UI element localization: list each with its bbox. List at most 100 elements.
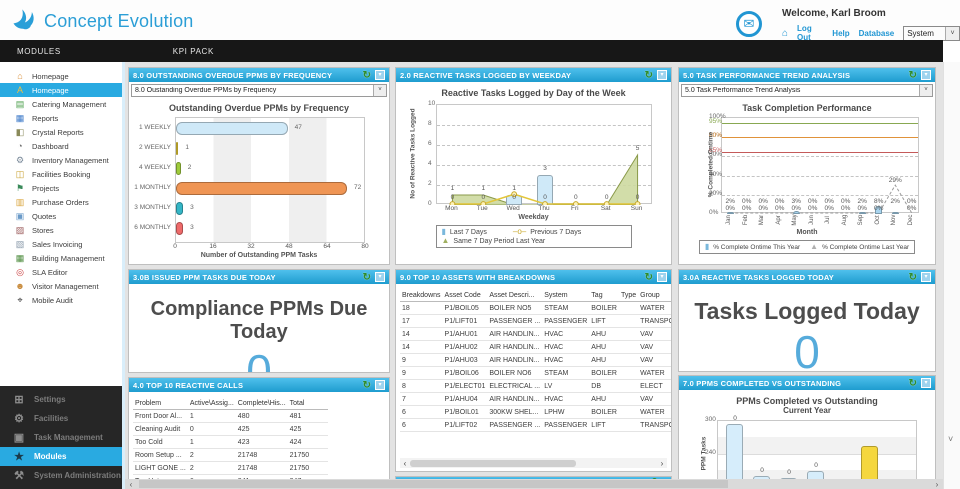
refresh-icon[interactable]: ↻ xyxy=(362,271,371,283)
table-row[interactable]: 9 P1/AHU03 AIR HANDLIN... HVAC AHU VAV xyxy=(400,353,671,367)
table-row[interactable]: 6 P1/LIFT02 PASSENGER ... PASSENGER LIFT TRAN… xyxy=(400,418,671,432)
sidebar-item-building-management[interactable]: ▦ Building Management xyxy=(0,251,122,265)
refresh-icon[interactable]: ↻ xyxy=(908,271,917,283)
nav-tab-modules[interactable]: MODULES xyxy=(17,46,61,56)
collapse-button[interactable]: ▾ xyxy=(657,70,667,80)
column-header[interactable]: Asset Code xyxy=(442,290,488,302)
column-header[interactable]: Total xyxy=(287,398,328,410)
column-header[interactable]: Type xyxy=(618,290,639,302)
column-header[interactable]: Breakdowns xyxy=(400,290,443,302)
sidebar-item-sla-editor[interactable]: ◎ SLA Editor xyxy=(0,265,122,279)
collapse-button[interactable]: ▾ xyxy=(921,272,931,282)
sidebar-item-quotes[interactable]: ▣ Quotes xyxy=(0,209,122,223)
panel-title: 4.0 TOP 10 REACTIVE CALLS xyxy=(133,380,244,390)
data-label: 0 xyxy=(428,200,432,207)
column-header[interactable]: Problem xyxy=(133,398,188,410)
scrollbar-thumb[interactable] xyxy=(410,459,576,467)
collapse-button[interactable]: ▾ xyxy=(375,272,385,282)
data-label: Thu xyxy=(538,205,550,212)
table-row[interactable]: Too Cold 1 423 424 xyxy=(133,435,328,449)
data-label: 0% xyxy=(725,205,735,212)
mail-icon[interactable]: ✉ xyxy=(736,11,762,37)
chart-selector-dropdown[interactable]: 5.0 Task Performance Trend Analysis ˅ xyxy=(681,84,933,97)
table-cell xyxy=(618,340,639,354)
sidebar-item-sales-invoicing[interactable]: ▧ Sales Invoicing xyxy=(0,237,122,251)
column-header[interactable]: Tag xyxy=(589,290,619,302)
refresh-icon[interactable]: ↻ xyxy=(362,379,371,391)
sidebar-item-projects[interactable]: ⚑ Projects xyxy=(0,181,122,195)
sidebar-item-purchase-orders[interactable]: ▥ Purchase Orders xyxy=(0,195,122,209)
refresh-icon[interactable]: ↻ xyxy=(644,69,653,81)
table-row[interactable]: Front Door Al... 1 480 481 xyxy=(133,409,328,423)
refresh-icon[interactable]: ↻ xyxy=(908,69,917,81)
table-row[interactable]: 14 P1/AHU02 AIR HANDLIN... HVAC AHU VAV xyxy=(400,340,671,354)
table-row[interactable]: 17 P1/LIFT01 PASSENGER ... PASSENGER LIFT TRA… xyxy=(400,314,671,328)
column-header[interactable]: System xyxy=(542,290,590,302)
refresh-icon[interactable]: ↻ xyxy=(362,69,371,81)
table-row[interactable]: 7 P1/AHU04 AIR HANDLIN... HVAC AHU VAV xyxy=(400,392,671,406)
scroll-right-icon[interactable]: › xyxy=(660,458,664,468)
system-select[interactable]: System ˅ xyxy=(903,25,960,41)
sidebar-item-system-administration[interactable]: ⚒ System Administration xyxy=(0,466,122,485)
column-header[interactable]: Group xyxy=(638,290,671,302)
sidebar-item-homepage[interactable]: ⌂ Homepage xyxy=(0,69,122,83)
table-row[interactable]: 6 P1/BOIL01 300KW SHEL... LPHW BOILER WATER xyxy=(400,405,671,419)
main-horizontal-scrollbar[interactable]: ‹ › xyxy=(125,479,943,489)
sidebar-item-facilities-booking[interactable]: ◫ Facilities Booking xyxy=(0,167,122,181)
table-row[interactable]: 9 P1/BOIL06 BOILER NO6 STEAM BOILER WATER xyxy=(400,366,671,380)
sidebar-item-homepage[interactable]: A Homepage xyxy=(0,83,122,97)
sidebar-item-facilities[interactable]: ⚙ Facilities xyxy=(0,409,122,428)
sidebar-item-label: Quotes xyxy=(32,211,57,221)
table-row[interactable]: 8 P1/ELECT01 ELECTRICAL ... LV DB ELECT xyxy=(400,379,671,393)
data-label: 0% xyxy=(709,209,719,216)
panel-header: 9.0 TOP 10 ASSETS WITH BREAKDOWNS ↻ ▾ xyxy=(396,270,671,284)
sidebar-item-reports[interactable]: ▦ Reports xyxy=(0,111,122,125)
table-row[interactable]: Room Setup ... 2 21748 21750 xyxy=(133,448,328,462)
logout-link[interactable]: Log Out xyxy=(797,24,812,42)
data-label: 0% xyxy=(841,205,851,212)
sidebar-item-settings[interactable]: ⊞ Settings xyxy=(0,390,122,409)
collapse-button[interactable]: ▾ xyxy=(375,380,385,390)
table-cell: VAV xyxy=(638,353,671,367)
assets-table-hscrollbar[interactable]: ‹ › xyxy=(400,458,667,468)
database-link[interactable]: Database xyxy=(858,28,895,38)
sidebar-item-task-management[interactable]: ▣ Task Management xyxy=(0,428,122,447)
chart-selector-dropdown[interactable]: 8.0 Oustanding Overdue PPMs by Frequency… xyxy=(131,84,387,97)
table-row[interactable]: 18 P1/BOIL05 BOILER NO5 STEAM BOILER WATER xyxy=(400,301,671,315)
collapse-button[interactable]: ▾ xyxy=(375,70,385,80)
sidebar-item-stores[interactable]: ▨ Stores xyxy=(0,223,122,237)
chevron-down-icon[interactable]: ˅ xyxy=(948,434,954,444)
scroll-left-icon[interactable]: ‹ xyxy=(403,458,407,468)
data-label: 3 xyxy=(543,165,547,172)
scrollbar-thumb[interactable] xyxy=(139,480,728,488)
scroll-right-icon[interactable]: › xyxy=(935,479,939,489)
home-icon[interactable]: ⌂ xyxy=(782,27,789,39)
scroll-left-icon[interactable]: ‹ xyxy=(129,479,133,489)
data-label: 64 xyxy=(323,243,331,250)
column-header[interactable]: Complete\His... xyxy=(235,398,288,410)
refresh-icon[interactable]: ↻ xyxy=(644,271,653,283)
table-row[interactable]: LIGHT GONE ... 2 21748 21750 xyxy=(133,461,328,475)
collapse-button[interactable]: ▾ xyxy=(921,70,931,80)
collapse-button[interactable]: ▾ xyxy=(657,272,667,282)
reports-icon: ▦ xyxy=(15,113,25,123)
column-header[interactable]: Active\Assig... xyxy=(187,398,236,410)
sidebar-item-crystal-reports[interactable]: ◧ Crystal Reports xyxy=(0,125,122,139)
help-link[interactable]: Help xyxy=(832,28,850,38)
sidebar-item-mobile-audit[interactable]: ⌖ Mobile Audit xyxy=(0,293,122,307)
sidebar-item-dashboard[interactable]: ◔ Dashboard xyxy=(0,139,122,153)
sidebar-item-catering-management[interactable]: ▤ Catering Management xyxy=(0,97,122,111)
column-header[interactable]: Asset Descri... xyxy=(487,290,543,302)
table-cell: Front Door Al... xyxy=(133,409,188,423)
collapse-button[interactable]: ▾ xyxy=(921,378,931,388)
table-row[interactable]: Cleaning Audit 0 425 425 xyxy=(133,422,328,436)
table-row[interactable]: Too Hot6341347 xyxy=(133,474,328,479)
table-row[interactable]: 14 P1/AHU01 AIR HANDLIN... HVAC AHU VAV xyxy=(400,327,671,341)
sidebar-item-visitor-management[interactable]: ☻ Visitor Management xyxy=(0,279,122,293)
sidebar-item-modules[interactable]: ★ Modules xyxy=(0,447,122,466)
nav-tab-kpi-pack[interactable]: KPI PACK xyxy=(172,46,214,56)
refresh-icon[interactable]: ↻ xyxy=(908,377,917,389)
main-vertical-scrollbar[interactable]: ˅ xyxy=(943,62,960,489)
sidebar-item-inventory-management[interactable]: ⚙ Inventory Management xyxy=(0,153,122,167)
table-cell: P1/AHU01 xyxy=(442,327,488,341)
